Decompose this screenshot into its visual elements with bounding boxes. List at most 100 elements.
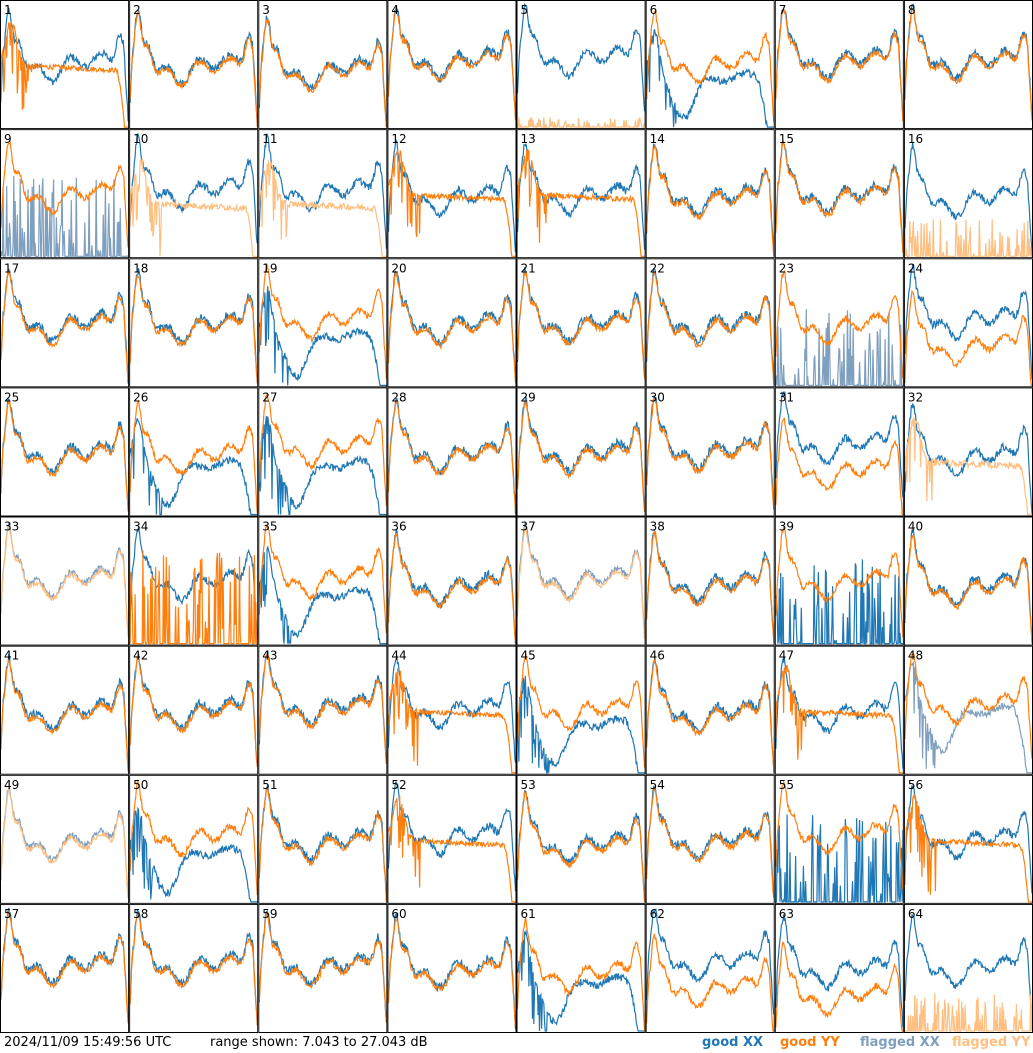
panel-64: 64	[903, 903, 1033, 1033]
series-flagged-xx	[0, 175, 129, 259]
panel-frame	[903, 645, 1033, 775]
series-good-yy	[258, 911, 387, 1023]
panel-frame	[0, 516, 130, 646]
series-flagged-yy	[904, 416, 1032, 516]
series-good-yy	[387, 795, 516, 903]
panel-41: 41	[0, 645, 130, 775]
series-good-yy	[646, 933, 774, 1032]
panel-19: 19	[258, 258, 388, 388]
series-flagged-xx	[904, 661, 1032, 774]
panel-40: 40	[903, 516, 1033, 646]
panel-54: 54	[645, 774, 775, 904]
series-good-xx	[775, 391, 904, 498]
series-good-xx	[516, 675, 645, 774]
panel-31: 31	[774, 387, 904, 517]
panel-frame	[0, 645, 130, 775]
series-good-yy	[129, 654, 258, 767]
panel-label: 13	[521, 132, 536, 146]
series-good-yy	[387, 400, 517, 513]
panel-label: 53	[521, 778, 536, 792]
series-good-yy	[258, 523, 387, 634]
panel-11: 11	[258, 129, 388, 259]
panel-label: 11	[262, 132, 277, 146]
panel-label: 27	[262, 390, 277, 404]
panel-2: 2	[129, 0, 259, 130]
panel-62: 62	[645, 903, 775, 1033]
panel-label: 58	[133, 907, 148, 921]
series-good-yy	[258, 787, 387, 902]
panel-50: 50	[129, 774, 259, 904]
panel-label: 38	[650, 520, 665, 534]
panel-label: 20	[391, 261, 406, 275]
panel-frame	[129, 645, 259, 775]
panel-frame	[0, 0, 130, 130]
panel-label: 39	[779, 520, 794, 534]
panel-label: 59	[262, 907, 277, 921]
panel-3: 3	[258, 0, 388, 130]
panel-frame	[0, 258, 130, 388]
panel-label: 24	[908, 261, 923, 275]
series-good-yy	[646, 397, 775, 508]
series-good-yy	[258, 653, 387, 764]
series-good-xx	[0, 7, 129, 122]
panel-label: 3	[262, 3, 270, 17]
series-good-yy	[904, 9, 1033, 121]
series-good-xx	[775, 559, 903, 645]
panel-frame	[129, 387, 259, 517]
panel-label: 32	[908, 390, 923, 404]
panel-60: 60	[387, 903, 517, 1033]
series-good-yy	[387, 918, 517, 1029]
panel-37: 37	[516, 516, 646, 646]
series-good-xx	[516, 929, 645, 1032]
legend-flagged-xx: flagged XX	[860, 1035, 940, 1050]
series-good-xx	[646, 907, 775, 1015]
series-good-xx	[646, 529, 775, 637]
panel-49: 49	[0, 774, 130, 904]
panel-46: 46	[645, 645, 775, 775]
panel-frame	[387, 903, 517, 1033]
panel-label: 64	[908, 907, 923, 921]
panel-29: 29	[516, 387, 646, 517]
panel-frame	[645, 387, 775, 517]
panel-frame	[516, 516, 646, 646]
series-good-yy	[388, 149, 516, 257]
panel-frame	[129, 0, 259, 130]
panel-6: 6	[645, 0, 775, 130]
panel-24: 24	[903, 258, 1033, 388]
panel-frame	[645, 903, 775, 1033]
panel-5: 5	[516, 0, 646, 130]
panel-label: 29	[521, 390, 536, 404]
series-good-yy	[646, 530, 775, 644]
panel-label: 33	[4, 520, 19, 534]
panel-36: 36	[387, 516, 517, 646]
panel-label: 7	[779, 3, 787, 17]
panel-13: 13	[516, 129, 646, 259]
series-good-xx	[258, 416, 387, 516]
panel-frame	[387, 387, 517, 517]
panel-frame	[387, 258, 517, 388]
panel-frame	[258, 0, 388, 130]
panel-frame	[774, 258, 904, 388]
panel-34: 34	[129, 516, 259, 646]
panel-frame	[774, 645, 904, 775]
series-flagged-yy	[0, 527, 129, 638]
panel-10: 10	[129, 129, 259, 259]
series-good-yy	[516, 399, 646, 512]
panel-frame	[774, 387, 904, 517]
series-good-yy	[775, 140, 904, 253]
series-flagged-yy	[258, 160, 387, 257]
series-good-xx	[258, 132, 387, 249]
series-flagged-yy	[517, 117, 646, 130]
panel-frame	[645, 645, 775, 775]
series-good-xx	[129, 654, 258, 765]
series-good-yy	[0, 658, 129, 772]
panel-label: 15	[779, 132, 794, 146]
panel-frame	[129, 516, 259, 646]
panel-label: 28	[391, 390, 406, 404]
panel-label: 31	[779, 390, 794, 404]
panel-14: 14	[645, 129, 775, 259]
legend-good-xx: good XX	[702, 1035, 764, 1050]
panel-label: 25	[4, 390, 19, 404]
series-good-yy	[646, 786, 775, 899]
